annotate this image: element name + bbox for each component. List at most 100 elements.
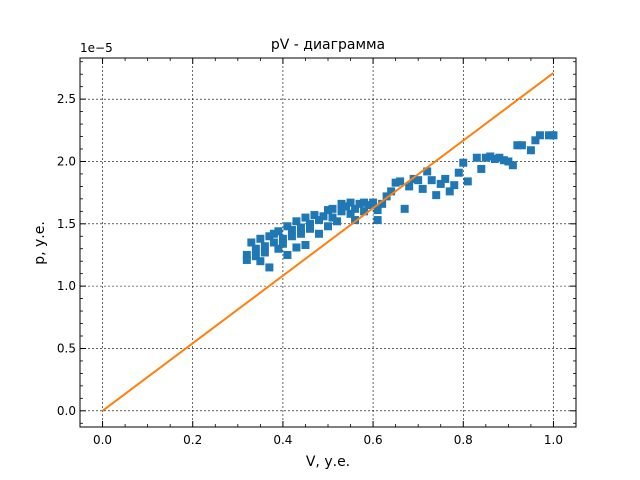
data-point: [405, 182, 414, 191]
data-point: [278, 239, 287, 248]
data-point: [549, 131, 558, 140]
data-point: [337, 207, 346, 216]
data-point: [269, 238, 278, 247]
axis-ticks: 0.0 0.2 0.4 0.6 0.8 1.0 0.0 0.5 1.0 1.5 2.0 2.5: [57, 58, 577, 447]
x-tick-label: 0.4: [273, 433, 292, 447]
data-point: [414, 176, 423, 185]
data-point: [242, 250, 251, 259]
y-tick-label: 0.0: [57, 404, 76, 418]
data-point: [450, 181, 459, 190]
data-point: [351, 216, 360, 225]
y-tick-label: 1.0: [57, 279, 76, 293]
data-point: [531, 136, 540, 145]
data-point: [382, 192, 391, 201]
data-point: [495, 153, 504, 162]
data-point: [423, 167, 432, 176]
x-tick-label: 0.2: [183, 433, 202, 447]
data-point: [296, 229, 305, 238]
data-point: [472, 153, 481, 162]
data-point: [544, 131, 553, 140]
data-point: [346, 198, 355, 207]
data-point: [535, 131, 544, 140]
data-point: [490, 154, 499, 163]
data-point: [355, 199, 364, 208]
data-point: [319, 212, 328, 221]
data-point: [477, 164, 486, 173]
data-point: [324, 206, 332, 215]
data-point: [292, 243, 301, 252]
data-point: [287, 232, 296, 241]
data-point: [269, 229, 278, 238]
data-point: [274, 227, 283, 236]
data-point: [310, 211, 319, 220]
data-point: [305, 219, 314, 228]
data-point: [296, 223, 305, 232]
data-point: [328, 213, 337, 222]
data-point: [346, 209, 355, 218]
data-point: [504, 157, 513, 166]
data-point: [499, 156, 508, 165]
y-axis-label: p, у.е.: [32, 221, 48, 265]
x-tick-label: 0.8: [454, 433, 473, 447]
data-point: [301, 213, 310, 222]
y-tick-label: 2.0: [57, 154, 76, 168]
data-point: [256, 257, 265, 266]
data-point: [445, 187, 454, 196]
data-point: [260, 248, 269, 257]
data-point: [351, 204, 360, 213]
data-point: [256, 234, 265, 243]
data-point: [305, 224, 314, 233]
data-point: [314, 229, 323, 238]
y-tick-label: 1.5: [57, 217, 76, 231]
data-point: [508, 161, 517, 170]
data-point: [481, 153, 490, 162]
data-point: [287, 226, 296, 235]
data-point: [396, 177, 405, 186]
x-axis-label: V, у.е.: [306, 454, 350, 470]
data-point: [278, 234, 287, 243]
data-point: [292, 217, 301, 226]
data-point: [526, 146, 535, 155]
data-point: [373, 206, 382, 215]
data-point: [391, 178, 400, 187]
x-tick-label: 0.0: [93, 433, 112, 447]
data-point: [260, 242, 269, 251]
data-point: [283, 250, 292, 259]
data-point: [387, 187, 396, 196]
chart-title: pV - диаграмма: [271, 37, 385, 53]
plot-marks: [101, 72, 558, 412]
fit-line: [101, 72, 555, 412]
data-point: [436, 179, 445, 188]
y-tick-label: 0.5: [57, 341, 76, 355]
data-point: [427, 176, 436, 185]
data-point: [360, 207, 369, 216]
data-point: [324, 222, 332, 231]
data-point: [333, 217, 342, 226]
data-point: [265, 263, 274, 272]
y-tick-label: 2.5: [57, 92, 76, 106]
x-tick-label: 1.0: [544, 433, 563, 447]
data-point: [360, 198, 369, 207]
data-point: [283, 222, 292, 231]
y-axis-offset-label: 1e−5: [80, 41, 113, 55]
data-point: [337, 199, 346, 208]
data-point: [454, 168, 463, 177]
x-tick-label: 0.6: [364, 433, 383, 447]
data-point: [364, 201, 373, 210]
data-point: [242, 255, 251, 264]
data-point: [328, 204, 337, 213]
data-point: [373, 216, 382, 225]
data-point: [459, 158, 468, 167]
data-point: [400, 204, 409, 213]
data-point: [517, 141, 526, 150]
data-point: [342, 202, 351, 211]
data-point: [274, 244, 283, 253]
data-point: [432, 191, 441, 200]
data-point: [301, 240, 310, 249]
data-point: [418, 184, 427, 193]
data-point: [251, 244, 260, 253]
data-point: [369, 198, 378, 207]
data-point: [486, 152, 495, 161]
